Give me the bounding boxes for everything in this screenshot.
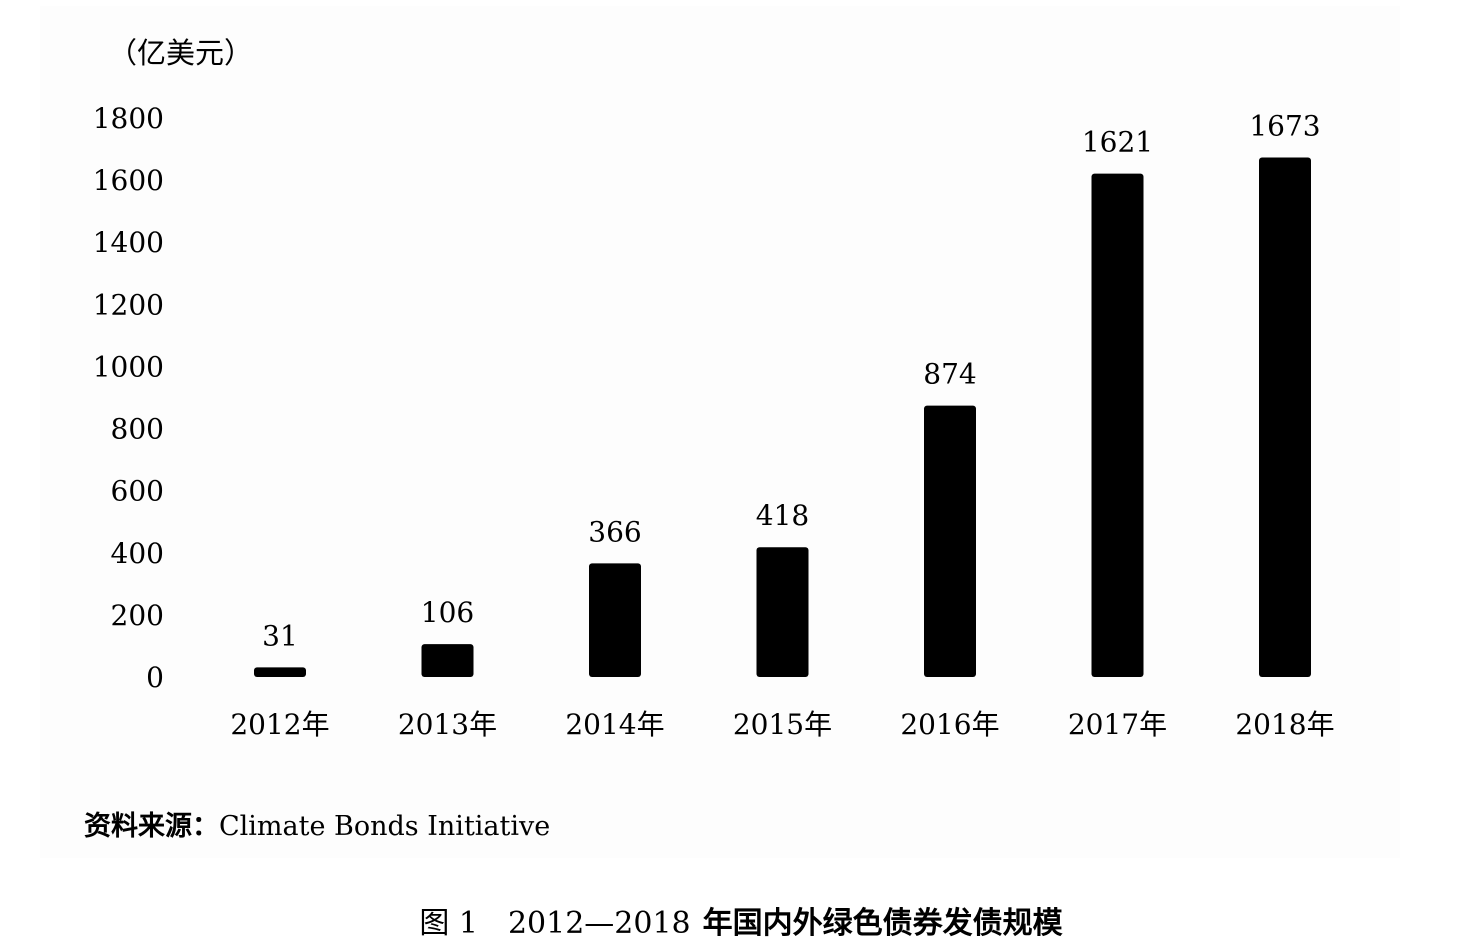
y-tick-label: 1200 bbox=[93, 288, 164, 321]
y-tick-label: 200 bbox=[111, 599, 164, 632]
y-tick-label: 0 bbox=[146, 661, 164, 694]
x-tick-label: 2017年 bbox=[1068, 708, 1167, 741]
y-tick-label: 1000 bbox=[93, 350, 164, 383]
bar bbox=[1259, 157, 1311, 677]
y-axis-ticks: 0 200 400 600 800 1000 1200 1400 1600 1800 bbox=[93, 102, 164, 694]
x-tick-label: 2015年 bbox=[733, 708, 832, 741]
bar bbox=[589, 563, 641, 677]
y-tick-label: 600 bbox=[111, 475, 164, 508]
figure-panel bbox=[40, 6, 1400, 858]
figure-number: 图 1 bbox=[419, 906, 478, 941]
x-tick-label: 2016年 bbox=[900, 708, 999, 741]
value-labels: 31 106 366 418 874 1621 1673 bbox=[262, 109, 1320, 652]
bars bbox=[254, 157, 1311, 677]
bar-value-label: 874 bbox=[923, 358, 976, 391]
caption-title: 年国内外绿色债券发债规模 bbox=[702, 906, 1063, 941]
bar bbox=[254, 667, 306, 677]
y-tick-label: 1400 bbox=[93, 226, 164, 259]
bar-value-label: 1621 bbox=[1082, 126, 1153, 159]
y-tick-label: 1600 bbox=[93, 164, 164, 197]
x-tick-label: 2014年 bbox=[565, 708, 664, 741]
bar-value-label: 31 bbox=[262, 619, 298, 652]
x-tick-label: 2012年 bbox=[230, 708, 329, 741]
x-tick-label: 2013年 bbox=[398, 708, 497, 741]
y-tick-label: 1800 bbox=[93, 102, 164, 135]
y-tick-label: 400 bbox=[111, 537, 164, 570]
x-tick-label: 2018年 bbox=[1235, 708, 1334, 741]
source-note: 资料来源：Climate Bonds Initiative bbox=[84, 804, 550, 843]
bar bbox=[421, 644, 474, 677]
y-axis-unit-label: （亿美元） bbox=[108, 36, 254, 70]
bar-value-label: 106 bbox=[421, 596, 474, 629]
source-text: Climate Bonds Initiative bbox=[219, 811, 551, 842]
bar bbox=[924, 405, 976, 677]
bar-value-label: 1673 bbox=[1249, 109, 1320, 142]
bar bbox=[1091, 173, 1144, 677]
figure-caption: 图 1 2012—2018 年国内外绿色债券发债规模 bbox=[0, 898, 1482, 942]
bar bbox=[756, 547, 809, 677]
caption-years: 2012—2018 bbox=[507, 906, 691, 941]
source-label: 资料来源： bbox=[84, 811, 219, 842]
x-axis-ticks: 2012年 2013年 2014年 2015年 2016年 2017年 2018年 bbox=[230, 708, 1334, 741]
y-tick-label: 800 bbox=[111, 413, 164, 446]
bar-value-label: 366 bbox=[588, 515, 641, 548]
bar-value-label: 418 bbox=[756, 499, 809, 532]
